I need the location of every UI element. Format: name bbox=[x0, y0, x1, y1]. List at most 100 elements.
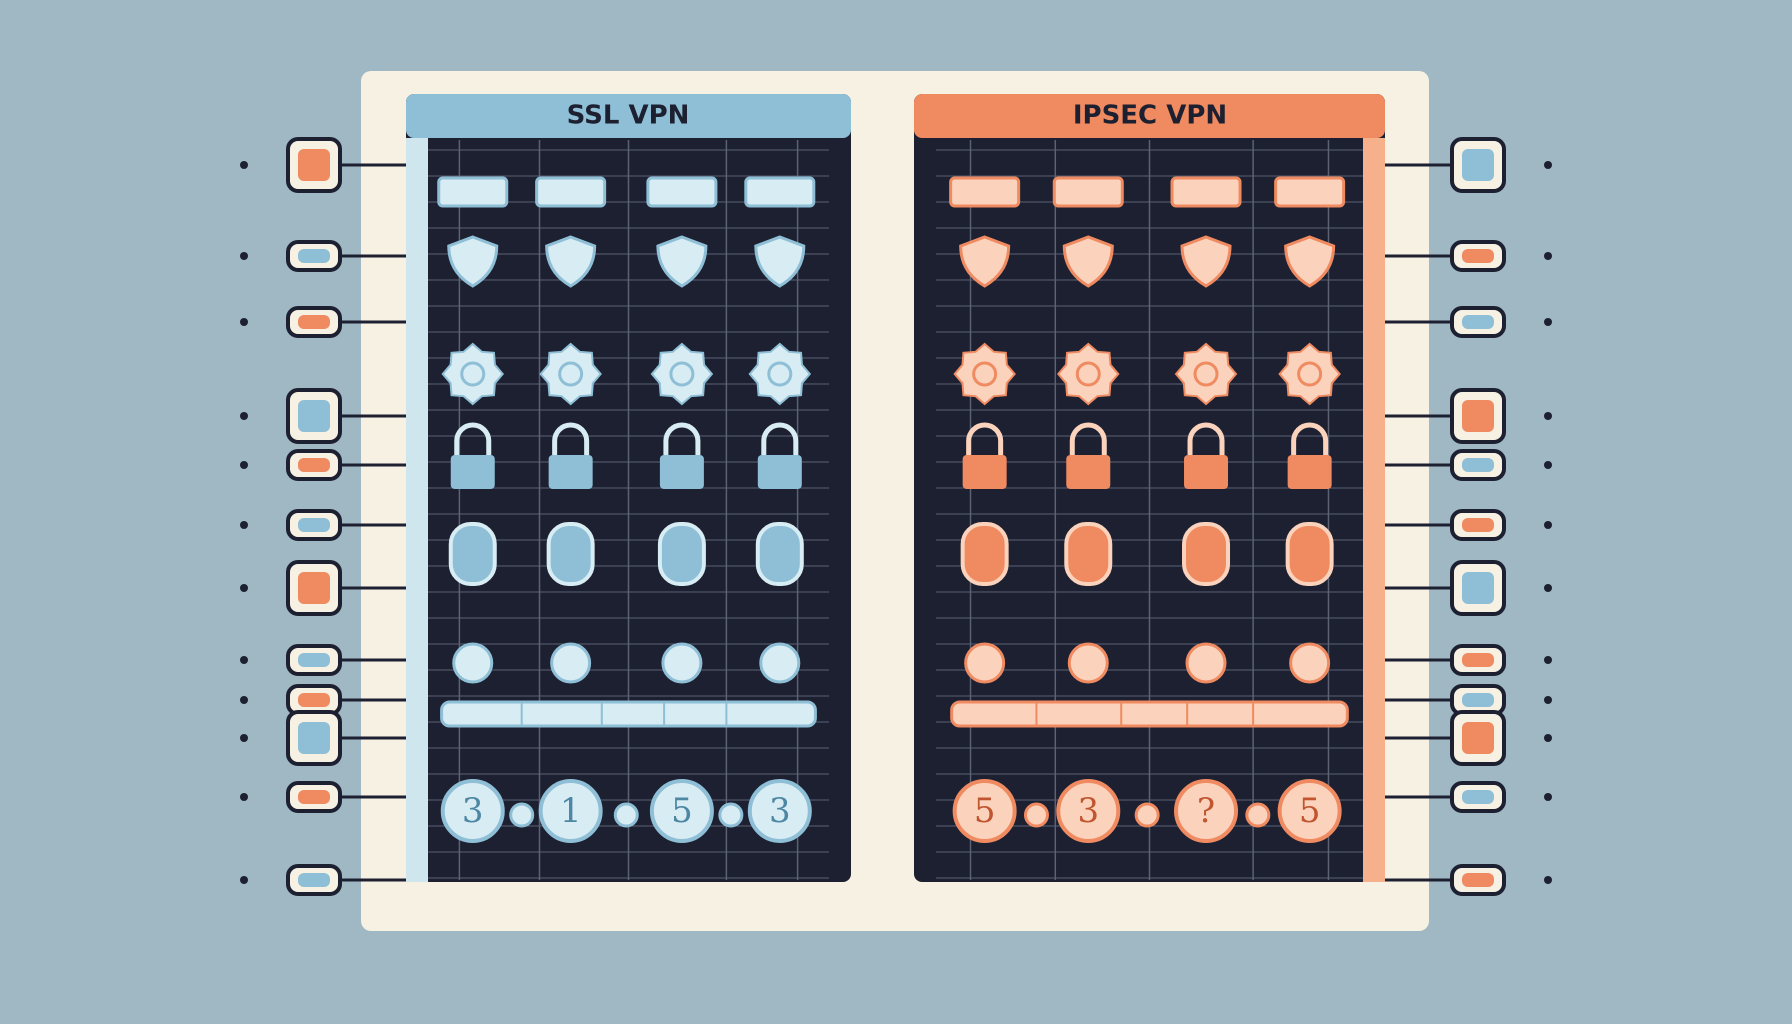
number-badge: 3 bbox=[462, 791, 484, 831]
pill-icon bbox=[448, 522, 497, 586]
number-ring bbox=[952, 779, 1017, 843]
slider-bar bbox=[950, 700, 1349, 728]
shield-icon bbox=[959, 235, 1011, 288]
lock-body bbox=[1287, 455, 1332, 489]
pill-icon bbox=[1285, 522, 1334, 586]
face-icon bbox=[1067, 642, 1109, 684]
pill-icon bbox=[960, 522, 1009, 586]
lock-icon bbox=[966, 422, 1004, 455]
side-dot bbox=[240, 584, 248, 592]
face-icon bbox=[1289, 642, 1331, 684]
shield-icon bbox=[545, 235, 597, 288]
pill-icon bbox=[546, 522, 595, 586]
side-dot bbox=[1544, 412, 1552, 420]
lock-icon bbox=[761, 422, 799, 455]
side-dot bbox=[240, 876, 248, 884]
badge-core bbox=[1075, 361, 1101, 387]
face-icon bbox=[964, 642, 1006, 684]
lock-icon bbox=[1291, 422, 1329, 455]
slider-bar bbox=[440, 700, 817, 728]
field-icon bbox=[744, 176, 816, 208]
number-badge: 5 bbox=[671, 791, 693, 831]
number-badge: 3 bbox=[769, 791, 791, 831]
badge-core bbox=[669, 361, 695, 387]
side-dot bbox=[240, 161, 248, 169]
shield-icon bbox=[1284, 235, 1336, 288]
shield-icon bbox=[1180, 235, 1232, 288]
side-widget-core bbox=[1462, 249, 1494, 263]
connector-dot bbox=[1134, 802, 1160, 828]
face-icon bbox=[661, 642, 703, 684]
side-dot bbox=[240, 734, 248, 742]
field-icon bbox=[535, 176, 607, 208]
number-ring bbox=[649, 779, 714, 843]
side-dot bbox=[240, 793, 248, 801]
face-icon bbox=[759, 642, 801, 684]
badge-icon bbox=[441, 342, 505, 406]
side-widget-core bbox=[1462, 518, 1494, 532]
number-ring bbox=[747, 779, 812, 843]
connector-dot bbox=[509, 802, 535, 828]
pill-icon bbox=[1182, 522, 1231, 586]
side-stripe bbox=[406, 138, 428, 882]
number-ring bbox=[1056, 779, 1121, 843]
connector-dot bbox=[1023, 802, 1049, 828]
side-dot bbox=[1544, 876, 1552, 884]
side-widget-core bbox=[298, 149, 330, 181]
side-widget-core bbox=[298, 873, 330, 887]
badge-icon bbox=[1174, 342, 1238, 406]
side-widget-core bbox=[1462, 572, 1494, 604]
side-widget-core bbox=[298, 693, 330, 707]
side-dot bbox=[1544, 696, 1552, 704]
side-dot bbox=[240, 318, 248, 326]
panel-header bbox=[914, 94, 1385, 138]
lock-icon bbox=[1069, 422, 1107, 455]
side-widget-core bbox=[298, 518, 330, 532]
badge-icon bbox=[1056, 342, 1120, 406]
side-dot bbox=[1544, 161, 1552, 169]
side-widget-core bbox=[298, 572, 330, 604]
lock-body bbox=[659, 455, 704, 489]
field-icon bbox=[646, 176, 718, 208]
side-dot bbox=[1544, 252, 1552, 260]
number-ring bbox=[1277, 779, 1342, 843]
side-dot bbox=[240, 461, 248, 469]
field-icon bbox=[1052, 176, 1124, 208]
connector-dot bbox=[613, 802, 639, 828]
side-widget-core bbox=[298, 400, 330, 432]
number-ring bbox=[440, 779, 505, 843]
connector-dot bbox=[1245, 802, 1271, 828]
side-widget-core bbox=[1462, 149, 1494, 181]
side-dot bbox=[1544, 793, 1552, 801]
lock-body bbox=[1184, 455, 1229, 489]
number-ring bbox=[538, 779, 603, 843]
side-widget-core bbox=[1462, 315, 1494, 329]
number-badge: 5 bbox=[1299, 791, 1321, 831]
shield-icon bbox=[447, 235, 499, 288]
badge-icon bbox=[1278, 342, 1341, 406]
lock-icon bbox=[663, 422, 701, 455]
connector-dot bbox=[718, 802, 744, 828]
badge-core bbox=[558, 361, 584, 387]
panel-title: SSL VPN bbox=[567, 101, 690, 131]
face-icon bbox=[550, 642, 592, 684]
pill-icon bbox=[1064, 522, 1113, 586]
pill-icon bbox=[755, 522, 804, 586]
field-icon bbox=[1274, 176, 1346, 208]
badge-core bbox=[972, 361, 998, 387]
ipsec-panel: IPSEC VPN 5 3? 5 bbox=[914, 94, 1385, 882]
side-dot bbox=[1544, 734, 1552, 742]
field-icon bbox=[1170, 176, 1242, 208]
side-dot bbox=[240, 412, 248, 420]
side-dot bbox=[240, 521, 248, 529]
side-widget-core bbox=[1462, 790, 1494, 804]
side-widget-core bbox=[1462, 873, 1494, 887]
number-badge: 1 bbox=[560, 791, 582, 831]
lock-body bbox=[1066, 455, 1111, 489]
field-icon bbox=[949, 176, 1021, 208]
panel-header bbox=[406, 94, 851, 138]
lock-body bbox=[757, 455, 802, 489]
number-badge: ? bbox=[1197, 791, 1215, 831]
pill-icon bbox=[657, 522, 706, 586]
